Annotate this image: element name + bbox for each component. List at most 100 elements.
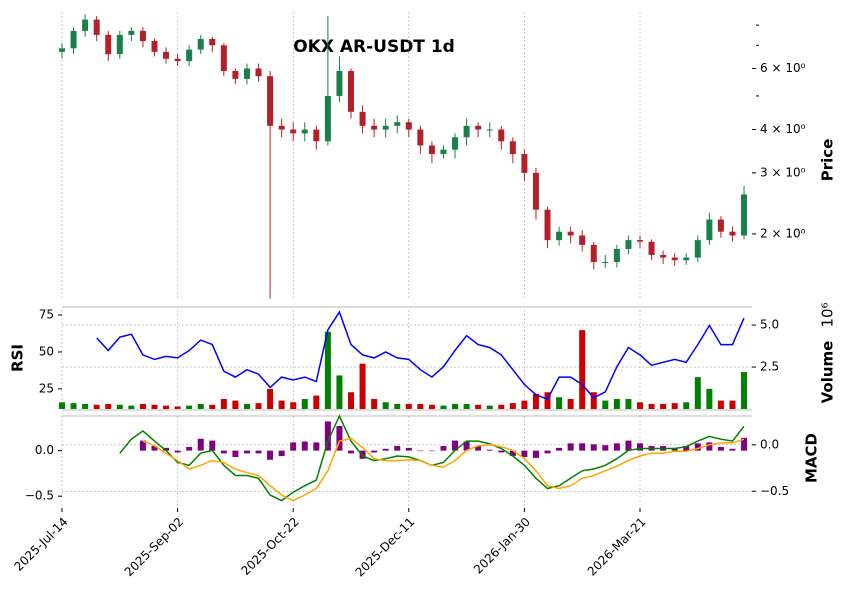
histogram-bar — [544, 450, 551, 454]
volume-bar — [405, 403, 412, 409]
volume-bar — [498, 404, 505, 409]
candle-body — [475, 125, 482, 130]
candle-body — [613, 248, 620, 263]
histogram-bar — [602, 445, 609, 451]
volume-bar — [174, 406, 181, 409]
volume-bar — [521, 400, 528, 409]
candle-body — [186, 49, 193, 62]
y-tick-label: 6 × 10⁰ — [760, 61, 806, 75]
candle-body — [255, 68, 262, 77]
volume-bar — [660, 403, 667, 409]
y-tick-label: 3 × 10⁰ — [760, 165, 806, 179]
histogram-bar — [475, 446, 482, 451]
volume-bar — [452, 403, 459, 409]
volume-bar — [336, 375, 343, 409]
candle-body — [243, 68, 250, 79]
candle-body — [301, 129, 308, 134]
y-tick-label: −0.5 — [760, 484, 789, 498]
volume-bar — [93, 404, 100, 409]
volume-bar — [417, 403, 424, 409]
volume-bar — [706, 388, 713, 409]
candle-body — [93, 19, 100, 35]
histogram-bar — [590, 444, 597, 451]
candle-body — [521, 154, 528, 173]
volume-bar — [278, 400, 285, 409]
line — [96, 310, 745, 401]
histogram-bar — [232, 450, 239, 457]
y-tick-label: 2.5 — [760, 360, 779, 374]
x-tick-label: 2025-Jul-14 — [11, 515, 70, 574]
volume-bar — [613, 398, 620, 409]
volume-bar — [475, 404, 482, 409]
volume-bar — [267, 388, 274, 409]
volume-bar — [729, 400, 736, 409]
histogram-bar — [717, 446, 724, 451]
volume-bar — [486, 405, 493, 409]
candle-body — [498, 129, 505, 142]
histogram-bar — [521, 450, 528, 457]
histogram-bar — [452, 440, 459, 451]
candle-body — [116, 34, 123, 55]
histogram-bar — [556, 447, 563, 451]
volume-bar — [371, 398, 378, 409]
volume-bar — [602, 400, 609, 409]
volume-bar — [394, 403, 401, 409]
candle-body — [579, 235, 586, 245]
candle-body — [648, 241, 655, 255]
histogram-bar — [741, 437, 748, 451]
chart-title: OKX AR-USDT 1d — [293, 37, 455, 57]
volume-bar — [359, 363, 366, 409]
histogram-bar — [324, 421, 331, 451]
x-tick-label: 2026-Jan-30 — [471, 515, 533, 577]
volume-bar — [509, 403, 516, 409]
volume-bar — [637, 402, 643, 409]
volume-bar — [116, 404, 123, 409]
volume-bar — [717, 400, 724, 409]
candle-body — [290, 129, 297, 134]
x-tick-label: 2025-Oct-22 — [238, 515, 301, 578]
histogram-bar — [174, 450, 181, 453]
volume-bar — [82, 403, 89, 409]
histogram-bar — [498, 450, 505, 453]
histogram-bar — [637, 443, 643, 451]
candle-body — [336, 71, 343, 96]
histogram-bar — [313, 442, 320, 451]
candle-body — [440, 149, 447, 155]
candle-body — [694, 240, 701, 258]
y-tick-label: 0.0 — [35, 443, 54, 457]
histogram-bar — [567, 443, 574, 451]
histogram-bar — [382, 448, 389, 451]
y-tick-label: −0.5 — [25, 489, 54, 503]
candle-body — [544, 209, 551, 241]
volume-bar — [255, 403, 262, 409]
candle-body — [405, 122, 412, 130]
histogram-bar — [278, 450, 285, 457]
candle-body — [683, 257, 690, 261]
histogram-bar — [683, 446, 690, 451]
volume-bar — [741, 372, 748, 409]
histogram-bar — [186, 446, 193, 451]
x-tick-label: 2025-Dec-11 — [353, 515, 418, 580]
candle-body — [590, 244, 597, 263]
histogram-bar — [729, 448, 736, 451]
histogram-bar — [405, 447, 412, 451]
volume-bar — [70, 403, 77, 409]
axis-offset: 10⁶ — [819, 302, 837, 327]
candle-body — [348, 71, 354, 112]
candle-body — [567, 231, 574, 236]
volume-bar — [139, 403, 146, 409]
histogram-bar — [255, 450, 262, 454]
candle-body — [151, 41, 158, 52]
candle-body — [197, 38, 204, 50]
volume-bar — [290, 402, 297, 409]
volume-bar — [544, 392, 551, 409]
histogram-bar — [371, 450, 378, 453]
histogram-bar — [613, 443, 620, 451]
volume-bar — [463, 403, 470, 409]
histogram-bar — [440, 446, 447, 451]
candle-body — [660, 254, 667, 258]
candle-body — [163, 51, 170, 59]
histogram-bar — [267, 450, 274, 460]
candle-body — [671, 257, 678, 261]
